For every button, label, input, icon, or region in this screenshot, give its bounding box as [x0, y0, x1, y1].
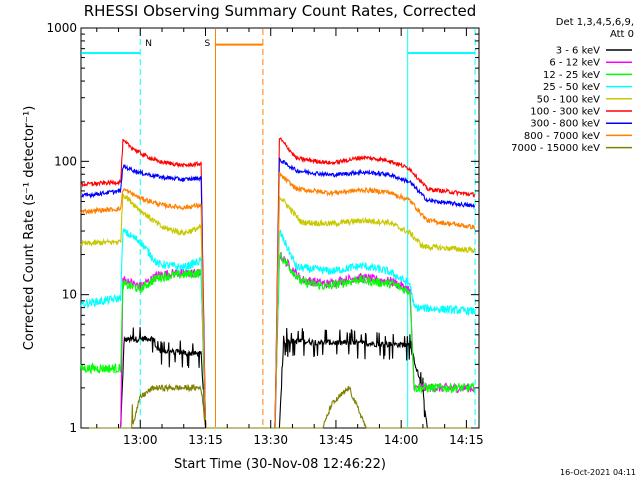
x-tick-label: 14:15: [449, 433, 484, 447]
chart-title: RHESSI Observing Summary Count Rates, Co…: [84, 2, 477, 20]
flag-label-3: S: [204, 39, 210, 49]
footer-date: 16-Oct-2021 04:11: [560, 468, 636, 477]
y-tick-label: 100: [54, 154, 77, 168]
legend-label: 100 - 300 keV: [530, 107, 600, 118]
legend-header-line: Att 0: [610, 29, 634, 40]
y-axis-label: Corrected Count Rate (s⁻¹ detector⁻¹): [22, 106, 37, 351]
legend-label: 3 - 6 keV: [556, 46, 600, 57]
series-line-7: [80, 171, 476, 429]
y-tick-label: 1000: [46, 21, 77, 35]
flag-label-0: N: [145, 39, 152, 49]
legend-label: 25 - 50 keV: [543, 82, 600, 93]
legend-label: 7000 - 15000 keV: [511, 143, 600, 154]
x-tick-label: 13:15: [188, 433, 223, 447]
series-line-8: [81, 383, 475, 429]
legend-label: 6 - 12 keV: [549, 58, 600, 69]
x-axis: 13:00 13:15 13:30 13:45 14:00 14:15: [96, 28, 484, 447]
x-axis-label: Start Time (30-Nov-08 12:46:22): [174, 457, 386, 472]
x-tick-label: 13:45: [319, 433, 354, 447]
y-tick-label: 10: [62, 288, 77, 302]
legend-label: 300 - 800 keV: [530, 119, 600, 130]
legend-label: 800 - 7000 keV: [524, 131, 600, 142]
legend-label: 12 - 25 keV: [543, 70, 600, 81]
x-tick-label: 13:30: [253, 433, 288, 447]
legend-label: 50 - 100 keV: [537, 94, 601, 105]
legend-header-line: Det 1,3,4,5,6,9,: [556, 17, 634, 28]
y-axis: 1 10 100 1000: [46, 21, 479, 435]
x-tick-label: 14:00: [384, 433, 419, 447]
y-tick-label: 1: [69, 421, 77, 435]
x-tick-label: 13:00: [123, 433, 158, 447]
